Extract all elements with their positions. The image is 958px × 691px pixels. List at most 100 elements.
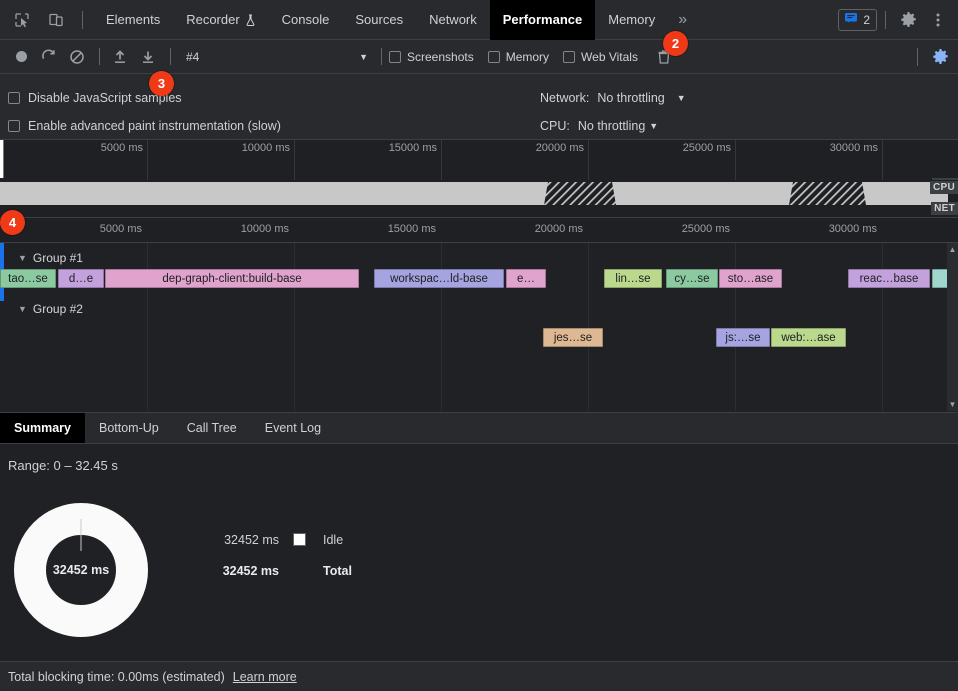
reload-record-icon[interactable] <box>36 44 62 70</box>
memory-checkbox-box <box>487 50 500 63</box>
tab-network[interactable]: Network <box>416 0 490 40</box>
flame-bar[interactable]: workspac…ld-base <box>374 269 504 288</box>
flame-bar[interactable]: e… <box>506 269 546 288</box>
tab-summary[interactable]: Summary <box>0 413 85 443</box>
issues-count: 2 <box>863 12 870 27</box>
overview-band-net <box>0 205 958 217</box>
screenshots-checkbox-label: Screenshots <box>407 49 474 64</box>
tab-sources[interactable]: Sources <box>342 0 416 40</box>
advanced-paint-checkbox[interactable]: Enable advanced paint instrumentation (s… <box>8 112 540 140</box>
flame-tick-label: 15000 ms <box>387 223 436 235</box>
disable-js-samples-checkbox[interactable]: Disable JavaScript samples <box>8 84 540 112</box>
legend-idle-label: Idle <box>323 532 344 547</box>
capture-settings-gear-icon[interactable] <box>926 43 954 71</box>
overview-gridline <box>147 140 148 217</box>
flame-gridline <box>294 243 295 411</box>
flame-bar[interactable]: cy…se <box>666 269 718 288</box>
chevron-down-icon: ▼ <box>18 304 27 314</box>
tabbar-right-divider <box>885 10 886 29</box>
legend-row-idle[interactable]: 32452 ms Idle <box>205 524 352 555</box>
flame-bar[interactable]: reac…base <box>848 269 930 288</box>
flame-bar[interactable]: tao…se <box>0 269 56 288</box>
kebab-menu-icon[interactable] <box>924 6 952 34</box>
donut-svg <box>14 503 148 637</box>
flame-gridline <box>588 243 589 411</box>
tab-recorder-label: Recorder <box>186 12 240 27</box>
flame-bar[interactable]: js:…se <box>716 328 770 347</box>
clear-icon[interactable] <box>64 44 90 70</box>
flame-chart-scrollbar[interactable]: ▲ ▼ <box>947 243 958 411</box>
learn-more-link[interactable]: Learn more <box>232 669 297 684</box>
network-throttling-select[interactable]: No throttling ▼ <box>597 91 685 105</box>
overview-band-cpu <box>0 180 958 205</box>
issues-badge[interactable]: 2 <box>838 8 877 31</box>
overview-tick-label: 30000 ms <box>829 142 878 154</box>
cpu-throttling-label: CPU: <box>540 119 570 133</box>
disable-js-samples-label: Disable JavaScript samples <box>28 91 182 105</box>
flame-chart-body[interactable]: ▼ Group #1 tao…se d…e dep-graph-client:b… <box>0 243 958 411</box>
summary-range-label: Range: 0 – 32.45 s <box>8 458 118 473</box>
overview-cpu-label: CPU <box>929 181 958 194</box>
tab-performance-label: Performance <box>502 12 583 27</box>
tabbar-divider <box>82 10 83 29</box>
record-circle-icon[interactable] <box>8 44 34 70</box>
legend-row-total: 32452 ms Total <box>205 555 352 586</box>
memory-checkbox-label: Memory <box>505 49 550 64</box>
screenshots-checkbox[interactable]: Screenshots <box>389 50 474 64</box>
overview-tick-label: 10000 ms <box>241 142 290 154</box>
flame-tick-label: 20000 ms <box>534 223 583 235</box>
tab-recorder[interactable]: Recorder <box>173 0 268 40</box>
scroll-down-icon[interactable]: ▼ <box>948 400 957 409</box>
timeline-overview[interactable]: 5000 ms 10000 ms 15000 ms 20000 ms 25000… <box>0 140 958 218</box>
advanced-paint-box <box>8 120 20 132</box>
memory-checkbox[interactable]: Memory <box>487 49 550 64</box>
capture-settings-left: Disable JavaScript samples Enable advanc… <box>0 74 540 139</box>
flame-group-header-2[interactable]: ▼ Group #2 <box>0 299 83 319</box>
network-throttling-row: Network: No throttling ▼ <box>540 84 686 112</box>
overview-gridline <box>735 140 736 217</box>
legend-idle-value: 32452 ms <box>224 532 279 547</box>
cpu-throttling-select[interactable]: No throttling ▼ <box>578 119 658 133</box>
download-profile-icon[interactable] <box>135 44 161 70</box>
performance-controlbar: #4 ▼ Screenshots Memory Web Vitals <box>0 40 958 74</box>
gear-icon[interactable] <box>894 6 922 34</box>
tab-console[interactable]: Console <box>269 0 343 40</box>
flame-tick-label: 25000 ms <box>681 223 730 235</box>
flame-bar[interactable]: jes…se <box>543 328 603 347</box>
tab-network-label: Network <box>429 12 477 27</box>
flame-bar[interactable]: sto…ase <box>719 269 782 288</box>
flame-bar[interactable]: web:…ase <box>771 328 846 347</box>
tabbar-right-icons: 2 <box>838 6 958 34</box>
profile-select[interactable]: #4 ▼ <box>184 46 374 68</box>
tab-event-log[interactable]: Event Log <box>251 413 335 443</box>
overview-gridline <box>882 140 883 217</box>
scroll-up-icon[interactable]: ▲ <box>948 245 957 254</box>
overview-selection-handle-left[interactable] <box>0 140 4 178</box>
flame-bar[interactable]: lin…se <box>604 269 662 288</box>
device-toolbar-icon[interactable] <box>42 6 70 34</box>
flame-bar[interactable]: dep-graph-client:build-base <box>105 269 359 288</box>
web-vitals-checkbox[interactable]: Web Vitals <box>563 50 638 64</box>
inspect-element-icon[interactable] <box>8 6 36 34</box>
tab-bottom-up[interactable]: Bottom-Up <box>85 413 173 443</box>
flame-group-header-1[interactable]: ▼ Group #1 <box>0 248 83 268</box>
summary-legend: 32452 ms Idle 32452 ms Total <box>205 524 352 586</box>
more-tabs-label: » <box>678 10 688 28</box>
more-tabs-icon[interactable]: » <box>668 0 697 40</box>
flame-group-2-label: Group #2 <box>32 302 83 316</box>
panel-tabs: Elements Recorder Console Sources Networ… <box>93 0 838 40</box>
network-throttling-value: No throttling <box>597 91 665 105</box>
flame-bar[interactable]: d…e <box>58 269 104 288</box>
legend-total-label: Total <box>323 563 352 578</box>
overview-tick-label: 20000 ms <box>535 142 584 154</box>
tab-elements[interactable]: Elements <box>93 0 173 40</box>
controlbar-divider-2 <box>170 48 171 65</box>
status-bar: Total blocking time: 0.00ms (estimated) … <box>0 661 958 691</box>
network-throttling-label: Network: <box>540 91 590 105</box>
tab-performance[interactable]: Performance <box>489 0 596 40</box>
tab-memory[interactable]: Memory <box>595 0 668 40</box>
legend-total-value: 32452 ms <box>222 563 279 578</box>
upload-profile-icon[interactable] <box>107 44 133 70</box>
tab-call-tree[interactable]: Call Tree <box>173 413 251 443</box>
